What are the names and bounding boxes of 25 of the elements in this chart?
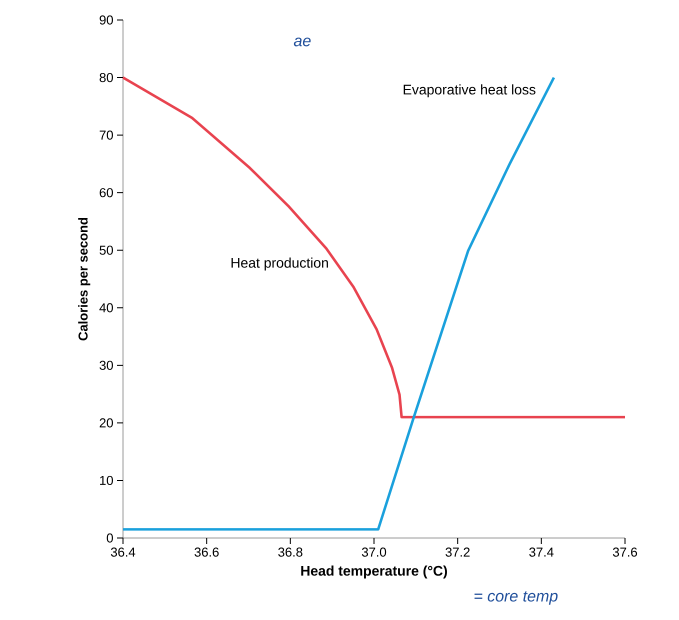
- y-tick-label: 70: [100, 130, 113, 140]
- y-tick-label: 0: [106, 533, 113, 543]
- line-series: [122, 76, 556, 531]
- line-series: [122, 76, 626, 418]
- y-tick-label: 20: [100, 418, 113, 428]
- x-tick-label: 37.6: [612, 548, 638, 557]
- x-tick-label: 36.6: [194, 548, 219, 557]
- y-tick-label: 90: [100, 15, 113, 25]
- x-tick-label: 37.4: [529, 548, 554, 557]
- x-tick-label: 37.2: [446, 548, 470, 557]
- x-tick-label: 37.0: [362, 548, 386, 557]
- series-label: Heat production: [232, 258, 328, 271]
- y-tick-label: 30: [100, 360, 113, 370]
- annotation: ae: [294, 38, 311, 46]
- y-tick-label: 40: [99, 303, 113, 312]
- series-label: Evaporative heat loss: [404, 84, 536, 98]
- y-tick-label: 80: [100, 72, 113, 82]
- y-tick-label: 10: [100, 476, 113, 486]
- x-tick-label: 36.8: [278, 548, 302, 557]
- x-axis-title: Head temperature (°C): [301, 566, 447, 579]
- x-tick-label: 36.4: [110, 548, 136, 557]
- text: = core temp: [474, 591, 558, 605]
- y-tick-label: 50: [100, 246, 113, 255]
- y-tick-label: 60: [100, 188, 113, 198]
- y-axis-title: Calories per second: [78, 218, 90, 340]
